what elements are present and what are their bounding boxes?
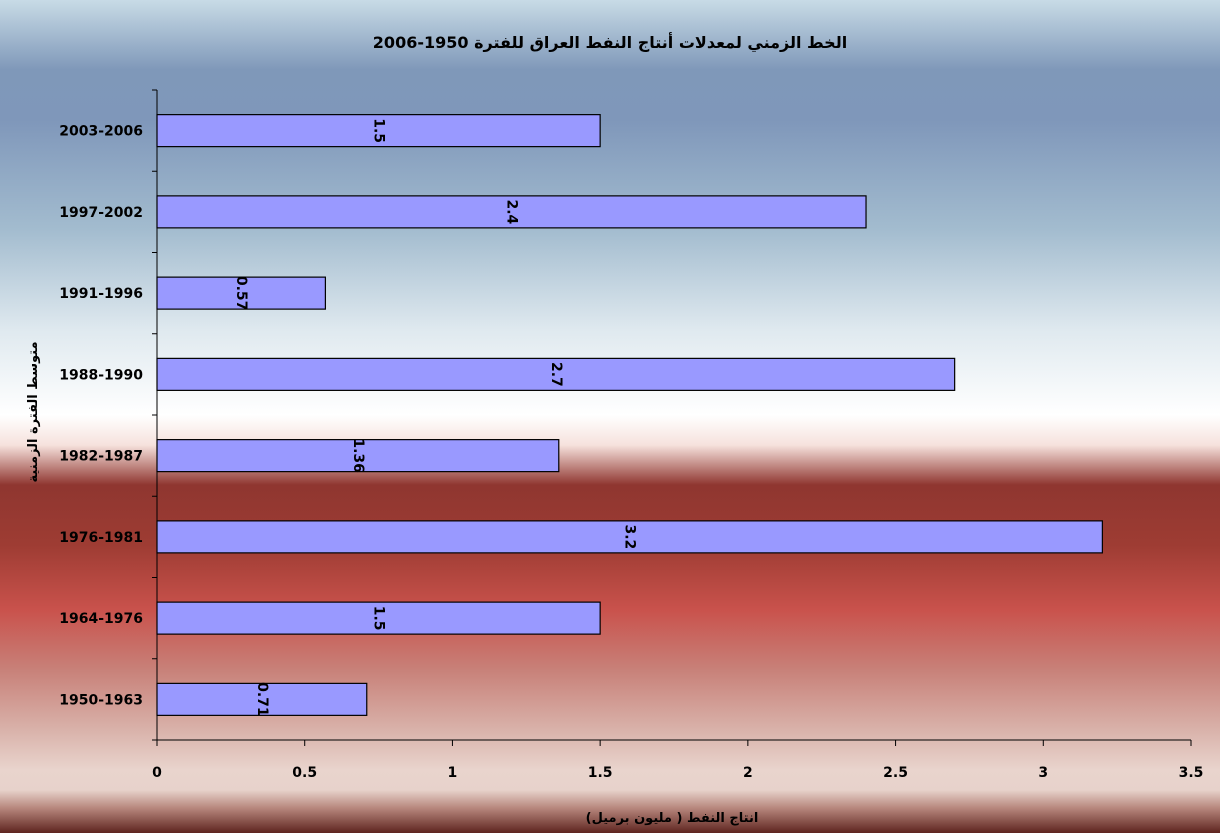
bar bbox=[156, 682, 368, 716]
y-category-label: 1950-1963 bbox=[59, 692, 143, 708]
x-tick-label: 2 bbox=[743, 765, 753, 781]
bar bbox=[156, 601, 601, 635]
data-label: 0.71 bbox=[254, 682, 270, 717]
bar bbox=[156, 439, 560, 473]
x-tick-label: 2.5 bbox=[883, 765, 908, 781]
data-label: 1.5 bbox=[371, 606, 387, 631]
y-category-label: 1976-1981 bbox=[59, 530, 143, 546]
data-label: 0.57 bbox=[233, 276, 249, 311]
x-tick-label: 3.5 bbox=[1179, 765, 1204, 781]
data-label: 1.5 bbox=[371, 118, 387, 143]
plot-area: 0 0.5 1 1.5 2 2.5 3 3.5 1950-1963 0.71 1964-1976 1.… bbox=[59, 89, 1204, 781]
data-label: 1.36 bbox=[350, 438, 366, 473]
y-category-label: 1964-1976 bbox=[59, 611, 143, 627]
data-label: 3.2 bbox=[622, 524, 638, 549]
data-label: 2.7 bbox=[548, 362, 564, 387]
y-category-label: 1982-1987 bbox=[59, 449, 143, 465]
x-tick-label: 0.5 bbox=[292, 765, 317, 781]
data-label: 2.4 bbox=[504, 199, 520, 224]
y-axis-title: متوسط الفترة الزمنية bbox=[26, 342, 41, 483]
x-axis-title: انتاج النفط ( مليون برميل) bbox=[586, 811, 759, 826]
y-category-label: 2003-2006 bbox=[59, 124, 143, 140]
y-category-label: 1988-1990 bbox=[59, 367, 143, 383]
chart-title: الخط الزمني لمعدلات أنتاج النفط العراق ل… bbox=[373, 32, 847, 53]
x-tick-label: 0 bbox=[152, 765, 162, 781]
y-category-label: 1997-2002 bbox=[59, 205, 143, 221]
x-tick-label: 1 bbox=[448, 765, 458, 781]
y-category-label: 1991-1996 bbox=[59, 286, 143, 302]
bar bbox=[156, 114, 601, 148]
bar bbox=[156, 357, 956, 391]
x-tick-label: 1.5 bbox=[588, 765, 613, 781]
bar bbox=[156, 520, 1103, 554]
bar bbox=[156, 195, 867, 229]
x-tick-label: 3 bbox=[1038, 765, 1048, 781]
bar bbox=[156, 276, 326, 310]
